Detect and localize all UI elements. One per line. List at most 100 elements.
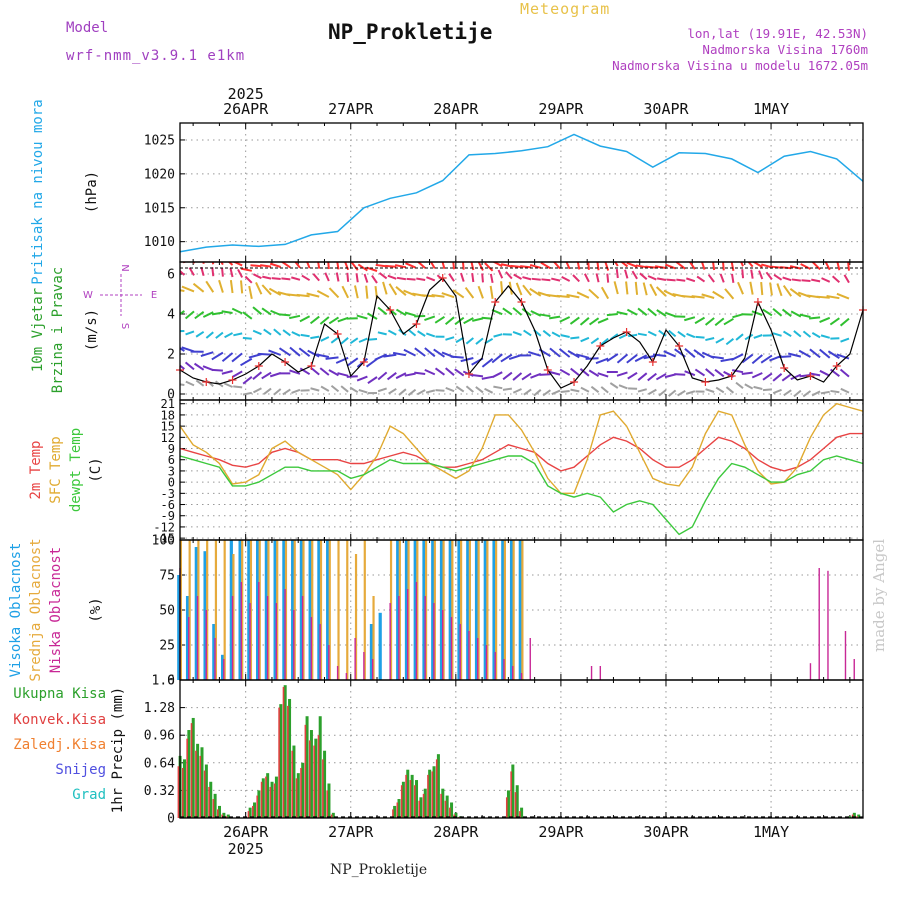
wind-arrow [830,389,840,394]
cloud-bar-low [301,596,304,680]
wind-arrow [481,375,493,380]
wind-arrow [180,269,186,276]
wind-arrow [691,295,705,299]
wind-arrow [725,338,735,346]
wind-arrow [560,390,570,394]
wind-arrow [223,382,233,388]
wind-arrow [350,262,359,271]
wind-gust-marker [464,370,473,378]
wind-arrow [830,368,840,377]
wind-arrow [454,316,465,326]
panel-frame [179,399,864,541]
wind-arrow [663,350,677,358]
precip-bar-convective [265,776,267,818]
precip-legend-5: Grad [72,787,106,803]
wind-arrow [696,275,706,283]
wind-arrow [221,352,234,363]
wind-arrow [445,367,455,376]
wind-gust-marker [386,306,395,314]
wind-arrow [634,281,639,295]
wind-arrow [363,273,369,283]
wind-gust-marker [596,342,605,350]
wind-arrow [676,278,686,282]
wind-gust-marker [307,362,316,370]
wind-arrow [416,389,426,396]
wind-arrow [193,362,205,371]
precip-bar-convective [181,767,184,818]
precip-bar-convective [217,809,219,818]
wind-arrow [268,287,282,296]
sfc-line [179,402,864,494]
wind-gust-marker [648,358,657,366]
cloud-bar-high [238,540,242,680]
wind-arrow [240,280,244,294]
wind-arrow [306,292,320,298]
wind-arrow [793,330,802,338]
wind-arrow [431,293,445,298]
wind-arrow [242,376,253,385]
wind-arrow [631,270,638,280]
cloud-bar-mid [302,540,305,680]
cloud-bar-mid [354,554,358,680]
precip-bar-convective [409,780,412,818]
cloud-bar-low [424,596,426,680]
wind-arrow [489,285,494,299]
wind-arrow [684,316,696,322]
wind-arrow [790,373,802,381]
precip-bar-convective [392,809,394,818]
y-tick-label: 50 [159,604,175,619]
wind-arrow [820,390,830,395]
wind-arrow [811,331,821,339]
wind-arrow [715,386,725,394]
precip-bar-total [266,773,270,818]
wind-arrow [378,272,388,280]
wind-arrow [404,311,416,317]
wind-arrow [242,391,253,396]
wind-arrow [700,262,706,270]
wind-arrow [762,372,773,381]
precip-bar-convective [287,705,289,818]
temp-side-label-3: dewpt Temp [68,428,84,512]
y-tick-label: 0.32 [144,784,175,799]
wind-arrow [675,262,686,270]
top-year-label: 2025 [228,85,264,103]
cloud-bar-mid [460,540,463,680]
cloud-bar-high [247,540,251,680]
wind-arrow [452,262,456,270]
wind-arrow [337,316,349,323]
wind-arrow [542,389,551,397]
precip-bar-convective [269,786,272,818]
wind-arrow [312,273,320,282]
wind-arrow [836,353,850,360]
wind-arrow [750,269,754,279]
wind-arrow [349,386,359,394]
wind-arrow [296,293,310,298]
cloud-bar-low [599,666,602,680]
wind-arrow [358,337,368,343]
wind-arrow [281,277,291,281]
wind-arrow [502,371,513,381]
wind-arrow [429,262,436,269]
wind-arrow [668,389,677,397]
wind-gust-marker [622,328,631,336]
wind-arrow [500,281,504,295]
wind-arrow [556,294,570,298]
wind-arrow [367,376,378,384]
panel-4: 0 25 50 75 100 [152,534,863,689]
y-tick-label: 25 [159,639,175,654]
wind-arrow [570,367,580,377]
wind-arrow [722,262,725,271]
cloud-bar-high [326,540,330,680]
wind-side-label-2: Brzina i Pravac [50,267,66,393]
compass-rose [100,274,142,316]
cloud-bar-low [319,624,321,680]
wind-arrow [291,331,301,337]
wind-arrow [181,285,195,293]
wind-arrow [751,372,763,379]
wind-arrow [192,282,205,293]
wind-arrow [741,353,754,364]
cloud-bar-high [220,654,225,680]
wind-arrow [725,386,735,394]
wind-arrow [664,311,676,318]
